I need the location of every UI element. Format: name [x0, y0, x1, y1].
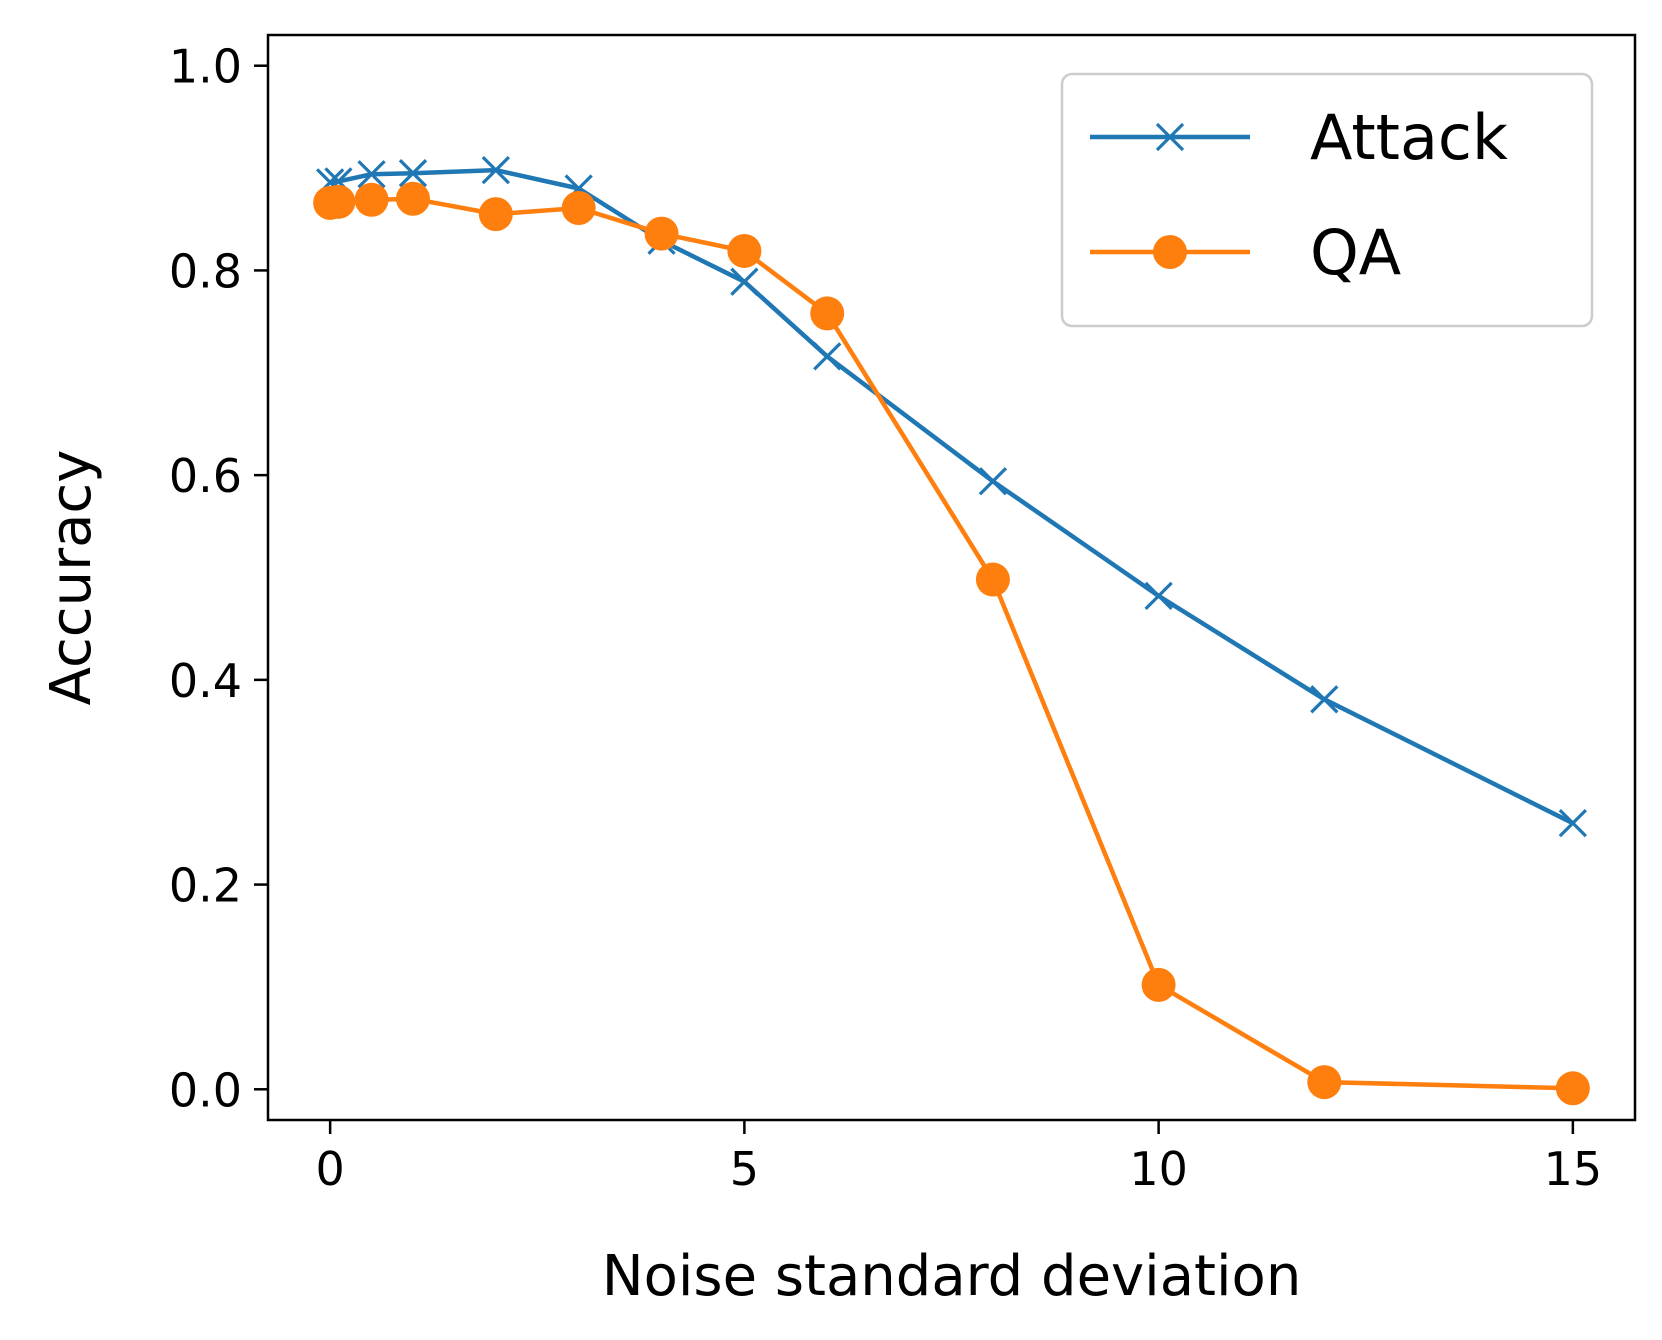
- plot-markers: [313, 155, 1590, 1106]
- x-tick-label: 10: [1129, 1142, 1188, 1196]
- y-tick-label: 0.8: [169, 244, 242, 298]
- y-axis: 0.0 0.2 0.4 0.6 0.8 1.0: [169, 40, 268, 1117]
- y-axis-label: Accuracy: [39, 450, 104, 706]
- data-point-qa: [561, 190, 596, 225]
- data-point-attack: [398, 159, 428, 188]
- y-tick-label: 0.0: [169, 1063, 242, 1117]
- x-axis: 0 5 10 15: [315, 1120, 1602, 1196]
- data-point-qa: [1555, 1071, 1590, 1106]
- data-point-attack: [481, 155, 510, 185]
- x-tick-label: 5: [730, 1142, 759, 1196]
- legend-marker-symbol: [1155, 122, 1185, 152]
- data-point-qa: [810, 296, 845, 331]
- legend-label-attack: Attack: [1310, 101, 1508, 174]
- data-point-qa: [1141, 967, 1176, 1002]
- y-tick-label: 0.2: [169, 859, 242, 913]
- data-point-attack: [1558, 809, 1587, 838]
- legend-marker-symbol: [1153, 235, 1187, 269]
- legend: Attack QA: [1060, 72, 1594, 328]
- legend-marker-qa: [1153, 235, 1187, 269]
- x-axis-label: Noise standard deviation: [602, 1244, 1302, 1309]
- y-tick-label: 1.0: [169, 40, 242, 94]
- data-point-qa: [321, 184, 356, 219]
- data-point-qa: [644, 216, 679, 251]
- data-point-attack: [357, 160, 386, 189]
- y-tick-label: 0.4: [169, 654, 242, 708]
- data-point-qa: [354, 182, 389, 217]
- y-tick-label: 0.6: [169, 449, 242, 503]
- data-point-qa: [975, 562, 1010, 597]
- data-point-attack: [978, 467, 1008, 496]
- x-tick-label: 0: [315, 1142, 344, 1196]
- data-point-qa: [727, 233, 762, 268]
- data-point-qa: [395, 181, 430, 216]
- legend-label-qa: QA: [1310, 216, 1401, 289]
- x-tick-label: 15: [1544, 1142, 1603, 1196]
- legend-marker-attack: [1155, 122, 1185, 152]
- data-point-attack: [1144, 581, 1173, 611]
- data-point-attack: [813, 342, 842, 371]
- data-point-qa: [1307, 1065, 1342, 1100]
- data-point-attack: [1310, 685, 1339, 714]
- plot-frame: [266, 33, 1637, 1122]
- data-point-attack: [730, 267, 759, 296]
- data-point-qa: [478, 197, 513, 232]
